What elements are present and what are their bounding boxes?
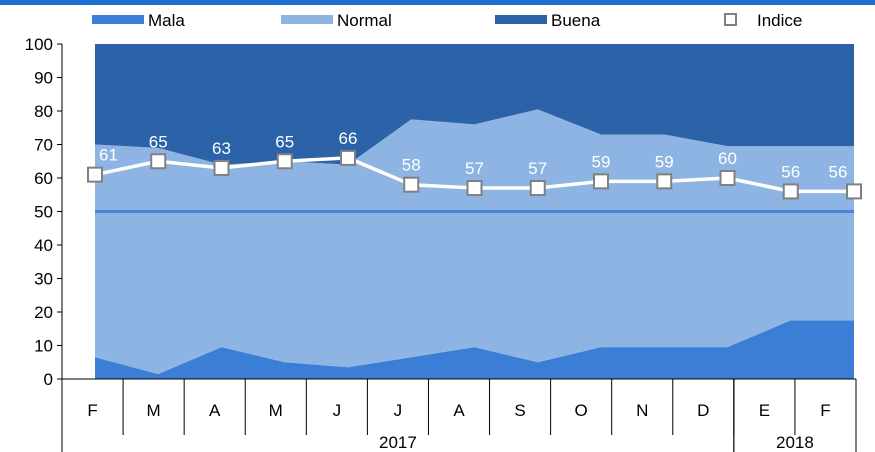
y-tick-label: 40: [34, 236, 53, 255]
x-tick-label: O: [575, 401, 588, 420]
x-tick-label: M: [147, 401, 161, 420]
x-tick-label: J: [394, 401, 403, 420]
legend-label-buena: Buena: [551, 11, 601, 30]
index-data-label: 66: [339, 129, 358, 148]
y-tick-label: 70: [34, 136, 53, 155]
index-data-label: 57: [465, 159, 484, 178]
year-label: 2017: [379, 433, 417, 452]
legend-marker-indice: [724, 13, 737, 26]
x-tick-label: A: [209, 401, 221, 420]
index-marker: [846, 183, 862, 200]
index-data-label: 61: [99, 146, 118, 165]
x-tick-label: D: [697, 401, 709, 420]
area-buena: [95, 44, 854, 165]
index-data-label: 59: [592, 152, 611, 171]
index-data-label: 63: [212, 139, 231, 158]
index-data-label: 56: [829, 162, 848, 181]
index-marker: [466, 180, 483, 197]
index-series: 61 65 63 65 66 58 57 57 59 59 60 56 56: [87, 129, 862, 200]
index-data-label: 65: [149, 132, 168, 151]
index-data-label: 57: [528, 159, 547, 178]
legend-swatch-mala: [92, 15, 144, 24]
legend: Mala Normal Buena Indice: [92, 11, 802, 30]
area-mala: [95, 320, 854, 379]
legend-label-mala: Mala: [148, 11, 185, 30]
index-marker: [719, 170, 736, 186]
index-marker: [403, 176, 420, 193]
index-data-label: 58: [402, 156, 421, 175]
index-marker: [87, 166, 103, 183]
y-tick-label: 90: [34, 69, 53, 88]
index-marker: [656, 173, 673, 190]
index-marker: [213, 159, 230, 176]
x-tick-label: F: [820, 401, 830, 420]
y-tick-label: 20: [34, 303, 53, 322]
index-data-label: 59: [655, 152, 674, 171]
y-tick-label: 0: [44, 370, 53, 389]
index-marker: [276, 153, 293, 170]
y-tick-label: 50: [34, 203, 53, 222]
x-tick-label: E: [759, 401, 770, 420]
index-marker: [529, 180, 546, 197]
index-data-label: 65: [275, 132, 294, 151]
index-marker: [340, 149, 356, 166]
legend-swatch-buena: [495, 15, 547, 24]
x-tick-label: S: [514, 401, 525, 420]
index-data-label: 56: [781, 162, 800, 181]
x-tick-label: J: [333, 401, 342, 420]
y-tick-label: 10: [34, 337, 53, 356]
legend-swatch-normal: [281, 15, 333, 24]
x-tick-label: M: [269, 401, 283, 420]
index-marker: [593, 173, 609, 190]
year-label: 2018: [776, 433, 814, 452]
index-marker: [782, 183, 799, 200]
y-tick-label: 100: [25, 35, 53, 54]
index-data-label: 60: [718, 149, 737, 168]
x-axis: F M A M J J A S O N D E F 2017 2018: [61, 378, 857, 452]
y-tick-label: 30: [34, 270, 53, 289]
legend-label-indice: Indice: [757, 11, 802, 30]
legend-label-normal: Normal: [337, 11, 392, 30]
x-tick-label: F: [87, 401, 97, 420]
x-tick-label: A: [453, 401, 465, 420]
y-tick-label: 60: [34, 169, 53, 188]
x-tick-label: N: [636, 401, 648, 420]
y-tick-label: 80: [34, 102, 53, 121]
header-bar: [0, 0, 875, 5]
index-marker: [150, 153, 167, 170]
y-axis: 0 10 20 30 40 50 60 70 80 90 100: [25, 35, 63, 389]
